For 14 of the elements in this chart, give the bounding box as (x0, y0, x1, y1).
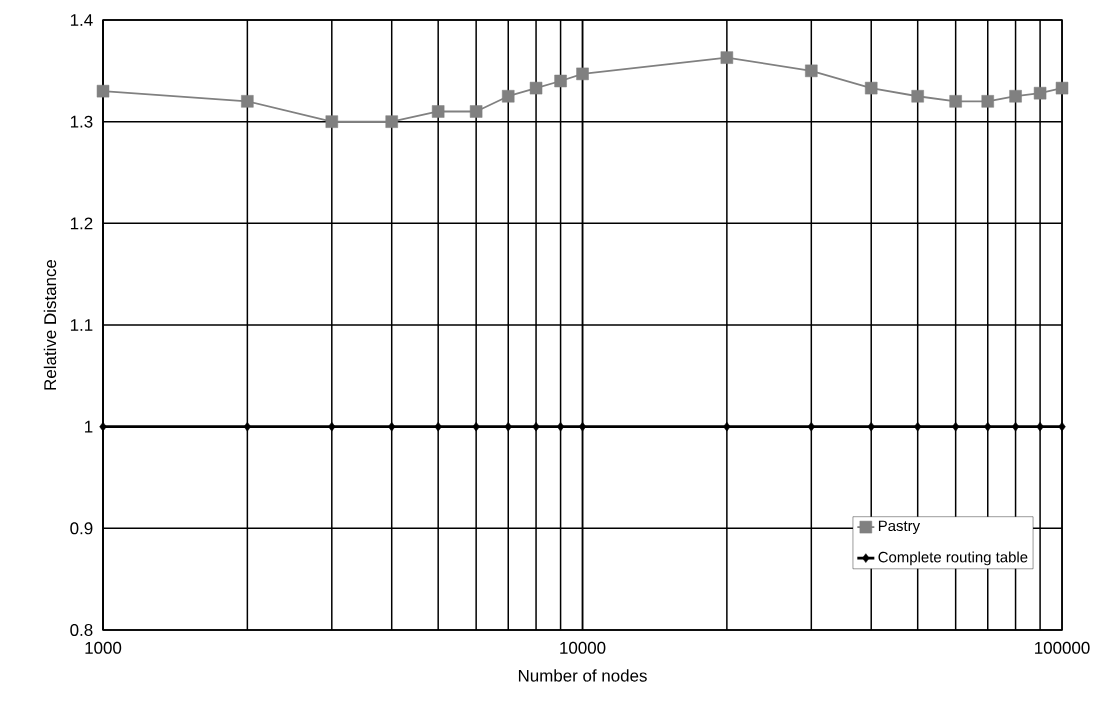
y-axis-title: Relative Distance (43, 259, 57, 390)
y-tick-label: 1 (85, 420, 93, 433)
x-tick-label: 1000 (85, 641, 122, 654)
y-tick-label: 1.2 (70, 217, 93, 230)
x-axis-title: Number of nodes (518, 669, 647, 682)
x-tick-label: 10000 (560, 641, 606, 654)
y-tick-label: 1.3 (70, 115, 93, 128)
y-tick-label: 0.9 (70, 522, 93, 535)
y-tick-label: 1.4 (70, 14, 93, 26)
x-tick-label: 100000 (1035, 641, 1090, 654)
y-tick-label: 1.1 (70, 319, 93, 331)
legend-label: Complete routing table (878, 551, 1028, 566)
legend-label: Pastry (878, 520, 921, 535)
y-tick-label: 0.8 (70, 624, 93, 636)
